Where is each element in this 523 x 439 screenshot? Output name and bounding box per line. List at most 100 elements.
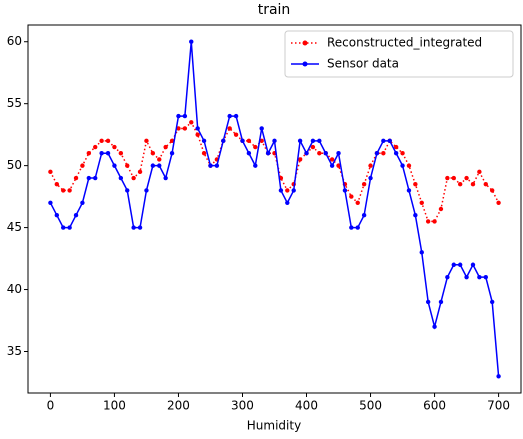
x-tick-label: 700 [487, 399, 510, 413]
x-tick-label: 600 [423, 399, 446, 413]
point [169, 151, 175, 156]
point [419, 200, 424, 206]
point [336, 151, 341, 156]
point [381, 138, 386, 144]
point [483, 182, 488, 187]
point [496, 374, 501, 379]
point [67, 188, 72, 193]
point [477, 274, 482, 280]
point [176, 113, 181, 119]
legend-box [284, 30, 514, 78]
point [278, 188, 284, 193]
point [342, 188, 348, 193]
x-tick-label: 400 [295, 399, 318, 413]
x-tick-label: 0 [47, 399, 55, 413]
series-line [49, 41, 500, 377]
y-tick-label: 50 [7, 158, 22, 172]
point [406, 163, 412, 168]
point [112, 144, 117, 150]
point [169, 138, 175, 144]
point [400, 163, 405, 168]
point [297, 157, 303, 162]
point [406, 188, 412, 193]
point [349, 194, 354, 199]
point [253, 163, 258, 168]
y-tick-label: 45 [7, 220, 22, 234]
legend-label: Reconstructed_integrated [327, 36, 482, 50]
point [457, 262, 463, 267]
y-tick-label: 60 [7, 34, 22, 48]
point [464, 274, 469, 280]
point [413, 212, 418, 218]
point [381, 151, 386, 156]
point [451, 262, 456, 267]
point [118, 151, 124, 156]
point [489, 188, 495, 193]
point [483, 274, 488, 280]
point [253, 144, 258, 150]
plot-area [27, 24, 522, 394]
legend-marker [302, 61, 308, 67]
point [297, 138, 303, 144]
point [361, 182, 367, 187]
x-axis-label: Humidity [247, 419, 301, 433]
x-tick-label: 300 [231, 399, 254, 413]
point [246, 138, 252, 144]
point [393, 144, 399, 150]
point [310, 144, 316, 150]
point [451, 175, 456, 181]
point [291, 188, 296, 193]
point [67, 225, 72, 230]
point [464, 175, 469, 181]
point [73, 212, 79, 218]
point [157, 157, 162, 162]
point [189, 39, 194, 44]
point [201, 138, 207, 144]
point [105, 138, 111, 144]
point [336, 163, 341, 168]
point [93, 175, 98, 181]
point [125, 188, 130, 193]
point [176, 126, 181, 131]
point [329, 157, 335, 162]
point [496, 200, 501, 206]
point [157, 163, 162, 168]
point [73, 175, 79, 181]
point [61, 225, 66, 230]
point [259, 138, 264, 144]
point [182, 126, 188, 131]
point [182, 113, 188, 119]
point [425, 299, 431, 305]
legend: Reconstructed_integrated Sensor data [284, 30, 514, 78]
x-tick-label: 200 [167, 399, 190, 413]
point [131, 225, 136, 230]
point [99, 138, 104, 144]
point [413, 182, 418, 187]
point [137, 225, 143, 230]
point [61, 188, 66, 193]
point [99, 151, 104, 156]
point [189, 120, 194, 125]
point [201, 151, 207, 156]
point [208, 163, 213, 168]
point [368, 163, 373, 168]
legend-marker [302, 40, 308, 46]
point [445, 274, 450, 280]
point [349, 225, 354, 230]
point [329, 163, 335, 168]
point [150, 151, 156, 156]
point [246, 151, 252, 156]
point [317, 151, 322, 156]
point [163, 175, 168, 181]
point [240, 138, 245, 144]
point [310, 138, 316, 144]
point [470, 182, 476, 187]
point [137, 169, 143, 175]
point [125, 163, 130, 168]
point [227, 126, 232, 131]
point [48, 169, 53, 175]
point [54, 212, 60, 218]
point [259, 126, 264, 131]
point [86, 151, 92, 156]
